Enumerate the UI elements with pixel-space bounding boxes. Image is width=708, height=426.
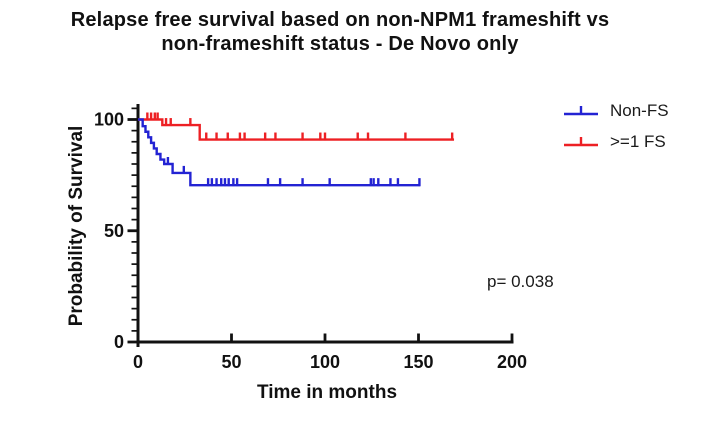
- svg-text:100: 100: [310, 352, 340, 372]
- svg-text:0: 0: [133, 352, 143, 372]
- legend-label-non-fs: Non-FS: [610, 101, 669, 120]
- chart-title-line1: Relapse free survival based on non-NPM1 …: [70, 9, 610, 31]
- svg-text:100: 100: [94, 110, 124, 130]
- p-value-annotation: p= 0.038: [487, 272, 554, 291]
- svg-text:0: 0: [114, 332, 124, 352]
- svg-text:50: 50: [221, 352, 241, 372]
- svg-text:150: 150: [403, 352, 433, 372]
- svg-text:50: 50: [104, 221, 124, 241]
- y-axis-title: Probability of Survival: [66, 125, 87, 327]
- svg-text:200: 200: [497, 352, 527, 372]
- legend-item-ge1-fs: >=1 FS: [563, 131, 669, 153]
- chart-title: Relapse free survival based on non-NPM1 …: [10, 8, 670, 56]
- x-axis-title: Time in months: [256, 382, 398, 403]
- legend-item-non-fs: Non-FS: [563, 100, 669, 122]
- non-fs-line-symbol-icon: [563, 103, 599, 119]
- chart-title-line2: non-frameshift status - De Novo only: [161, 33, 519, 55]
- legend-label-ge1-fs: >=1 FS: [610, 132, 666, 151]
- ge1-fs-line-symbol-icon: [563, 134, 599, 150]
- legend: Non-FS >=1 FS: [563, 100, 669, 162]
